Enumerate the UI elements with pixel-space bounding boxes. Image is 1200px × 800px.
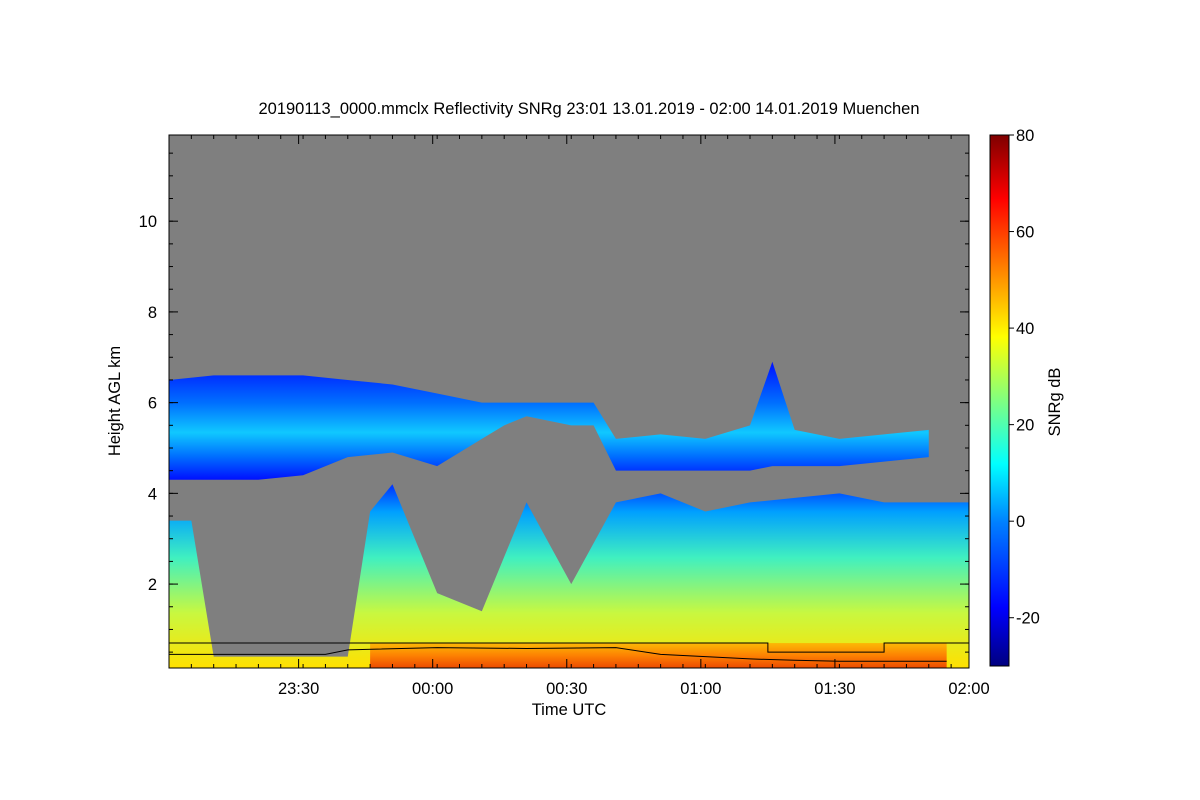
x-tick-label: 02:00 <box>948 680 989 698</box>
y-tick-label: 6 <box>148 395 157 413</box>
y-tick-label: 10 <box>139 213 157 231</box>
chart-title: 20190113_0000.mmclx Reflectivity SNRg 23… <box>258 100 919 118</box>
colorbar-gradient <box>989 134 1010 667</box>
x-axis-label: Time UTC <box>532 701 607 719</box>
colorbar-tick-label: 20 <box>1016 417 1034 435</box>
upper-boundary-line <box>169 642 969 653</box>
colorbar-tick-label: -20 <box>1016 610 1040 628</box>
x-tick-label: 00:30 <box>546 680 587 698</box>
colorbar-label: SNRg dB <box>1046 368 1064 437</box>
plot-frame <box>168 134 970 669</box>
x-tick-label: 01:30 <box>814 680 855 698</box>
colorbar-tick-label: 0 <box>1016 513 1025 531</box>
x-tick-label: 00:00 <box>412 680 453 698</box>
x-tick-label: 23:30 <box>278 680 319 698</box>
x-tick-label: 01:00 <box>680 680 721 698</box>
colorbar-tick-label: 40 <box>1016 320 1034 338</box>
y-axis-label: Height AGL km <box>106 346 124 456</box>
colorbar-tick-label: 80 <box>1016 127 1034 145</box>
lower-precipitation-layer <box>169 484 969 668</box>
y-tick-label: 2 <box>148 576 157 594</box>
upper-cloud-layer <box>169 361 929 480</box>
lower-boundary-line <box>169 647 947 662</box>
y-tick-label: 4 <box>148 485 157 503</box>
near-surface-band <box>370 643 947 668</box>
colorbar-tick-label: 60 <box>1016 224 1034 242</box>
y-tick-label: 8 <box>148 304 157 322</box>
plot-area: 23:30 00:00 00:30 01:00 01:30 02:00 2 4 6 8 10 <box>139 134 990 698</box>
colorbar: -20 0 20 40 60 80 SNRg dB <box>989 127 1064 667</box>
